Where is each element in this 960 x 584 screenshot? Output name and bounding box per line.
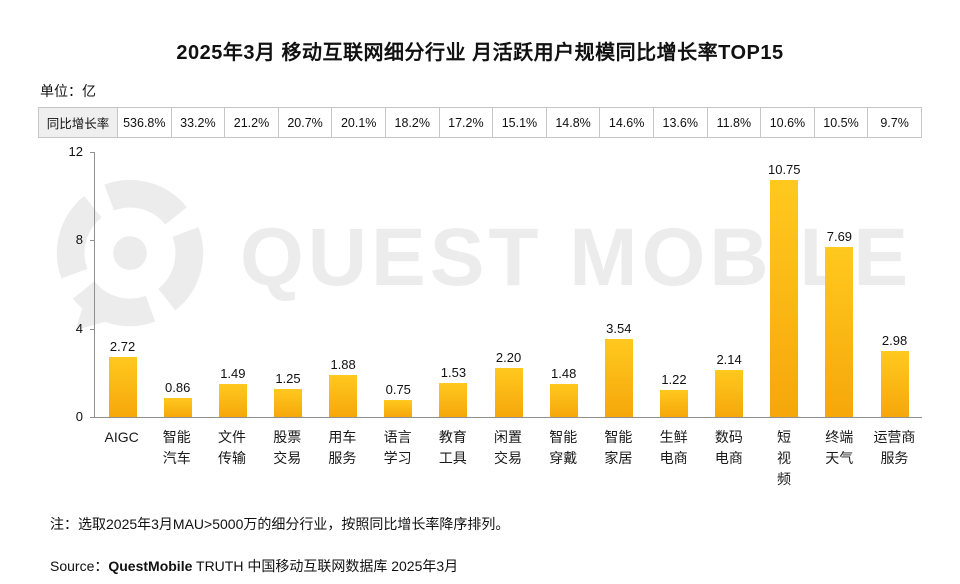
growth-rate-cell: 15.1% (493, 108, 547, 137)
growth-rate-cell: 10.5% (815, 108, 869, 137)
y-tick-label: 12 (68, 144, 83, 159)
y-tick-mark (90, 240, 95, 242)
growth-rate-cell: 20.7% (279, 108, 333, 137)
y-tick-label: 0 (75, 409, 83, 424)
bar (439, 383, 468, 417)
x-axis-label: 智能 穿戴 (549, 429, 578, 466)
x-axis-label: 智能 汽车 (162, 429, 191, 466)
bar-value-label: 0.75 (385, 382, 411, 397)
x-axis-label: AIGC (104, 429, 139, 445)
source-prefix: Source： (50, 558, 109, 574)
bar-slot: 1.22 (646, 372, 701, 417)
x-axis-label: 文件 传输 (218, 429, 246, 466)
bar (218, 384, 247, 417)
growth-rate-header-cell: 同比增长率 (39, 108, 118, 137)
bar-slot: 3.54 (591, 321, 646, 417)
x-axis-labels: AIGC 智能 汽车 文件 传输 股票 交易 用车 服务 语言 学习 教育 工具 闲置 交易 智能 穿戴 智能 家居… (94, 418, 922, 490)
brand-text: QuestMobile (108, 558, 193, 574)
bar-slot: 1.48 (536, 366, 591, 417)
bar-value-label: 2.72 (109, 339, 136, 354)
plot-area: 0 4 8 12 2.72 0.86 1.49 1.25 1.88 0.75 1.53 2.20 1.4… (69, 144, 922, 424)
bar-value-label: 1.25 (275, 371, 301, 386)
bar-value-label: 1.48 (551, 366, 577, 381)
y-tick-label: 8 (75, 232, 83, 248)
bar-value-label: 2.20 (495, 350, 522, 365)
x-axis-label: 用车 服务 (328, 429, 357, 466)
bar-value-label: 10.75 (767, 162, 801, 177)
source-suffix: TRUTH 中国移动互联网数据库 2025年3月 (192, 558, 459, 574)
source-line: Source：QuestMobile TRUTH 中国移动互联网数据库 2025… (50, 556, 960, 576)
x-axis-label: 数码 电商 (714, 429, 743, 466)
y-tick-label: 4 (75, 320, 83, 336)
bar-value-label: 2.98 (881, 333, 908, 348)
x-axis-label: 运营商 服务 (873, 429, 916, 466)
bar (494, 368, 523, 417)
growth-rate-cell: 18.2% (386, 108, 440, 137)
bar (384, 400, 413, 417)
page-title: 2025年3月 移动互联网细分行业 月活跃用户规模同比增长率TOP15 (176, 42, 784, 64)
growth-rate-cell: 536.8% (118, 108, 172, 137)
bar-slot: 1.88 (316, 357, 371, 417)
unit-label: 单位：亿 (40, 83, 96, 99)
bar-value-label: 2.14 (716, 352, 742, 367)
x-axis-label: 终端 天气 (825, 429, 854, 466)
bar-slot: 2.20 (481, 350, 536, 417)
bar-slot: 2.72 (95, 339, 150, 417)
x-axis-label: 语言 学习 (383, 429, 412, 466)
bar (329, 375, 358, 417)
bar-value-label: 0.86 (165, 380, 191, 395)
x-axis-label: 教育 工具 (438, 429, 467, 466)
bar-slot: 10.75 (757, 162, 812, 417)
bar-value-label: 1.49 (220, 366, 246, 381)
bar (825, 247, 854, 417)
growth-rate-cell: 33.2% (172, 108, 226, 137)
bar-chart: QUEST MOBILE 0 4 8 12 2.72 0.86 1.49 1.25 1.88 0.… (38, 144, 922, 490)
growth-rate-cell: 14.8% (547, 108, 601, 137)
bar (770, 180, 799, 417)
bar (273, 389, 302, 417)
bar (604, 339, 633, 417)
y-tick-mark (90, 328, 95, 330)
growth-rate-cell: 9.7% (880, 115, 909, 130)
y-tick-mark (90, 152, 95, 153)
bar-slot: 0.86 (150, 380, 205, 417)
x-axis-label: 智能 家居 (604, 429, 633, 466)
footnote: 注：选取2025年3月MAU>5000万的细分行业，按照同比增长率降序排列。 (50, 516, 510, 532)
growth-rate-cell: 13.6% (654, 108, 708, 137)
x-axis-label: 闲置 交易 (494, 429, 523, 466)
growth-rate-cell: 20.1% (332, 108, 386, 137)
bar (549, 384, 578, 417)
x-axis-label: 股票 交易 (273, 429, 302, 466)
growth-rate-cell: 21.2% (225, 108, 279, 137)
bar-value-label: 1.53 (440, 365, 467, 380)
bar (880, 351, 909, 417)
bar-value-label: 7.69 (826, 229, 853, 244)
growth-rate-cell: 14.6% (600, 108, 654, 137)
bar-value-label: 1.22 (661, 372, 687, 387)
growth-rate-cell: 11.8% (708, 108, 762, 137)
x-axis-label: 短视频 (777, 429, 792, 487)
bar-slot: 7.69 (812, 229, 867, 417)
bar-value-label: 1.88 (330, 357, 356, 372)
bar-slot: 2.98 (867, 333, 922, 417)
growth-rate-cell: 17.2% (440, 108, 494, 137)
bar-slot: 2.14 (702, 352, 757, 417)
bar (163, 398, 192, 417)
y-tick-mark (90, 417, 95, 418)
bar-slot: 0.75 (371, 382, 426, 417)
growth-rate-table: 同比增长率 536.8% 33.2% 21.2% 20.7% 20.1% 18.2% 17.… (38, 107, 922, 138)
bar-slot: 1.53 (426, 365, 481, 417)
bar (659, 390, 688, 417)
bar-slot: 1.25 (260, 371, 315, 417)
bar (715, 370, 744, 417)
bar-value-label: 3.54 (606, 321, 632, 336)
x-axis-label: 生鲜 电商 (659, 429, 688, 466)
bar (108, 357, 137, 417)
growth-rate-cell: 10.6% (761, 108, 815, 137)
bar-slot: 1.49 (205, 366, 260, 417)
